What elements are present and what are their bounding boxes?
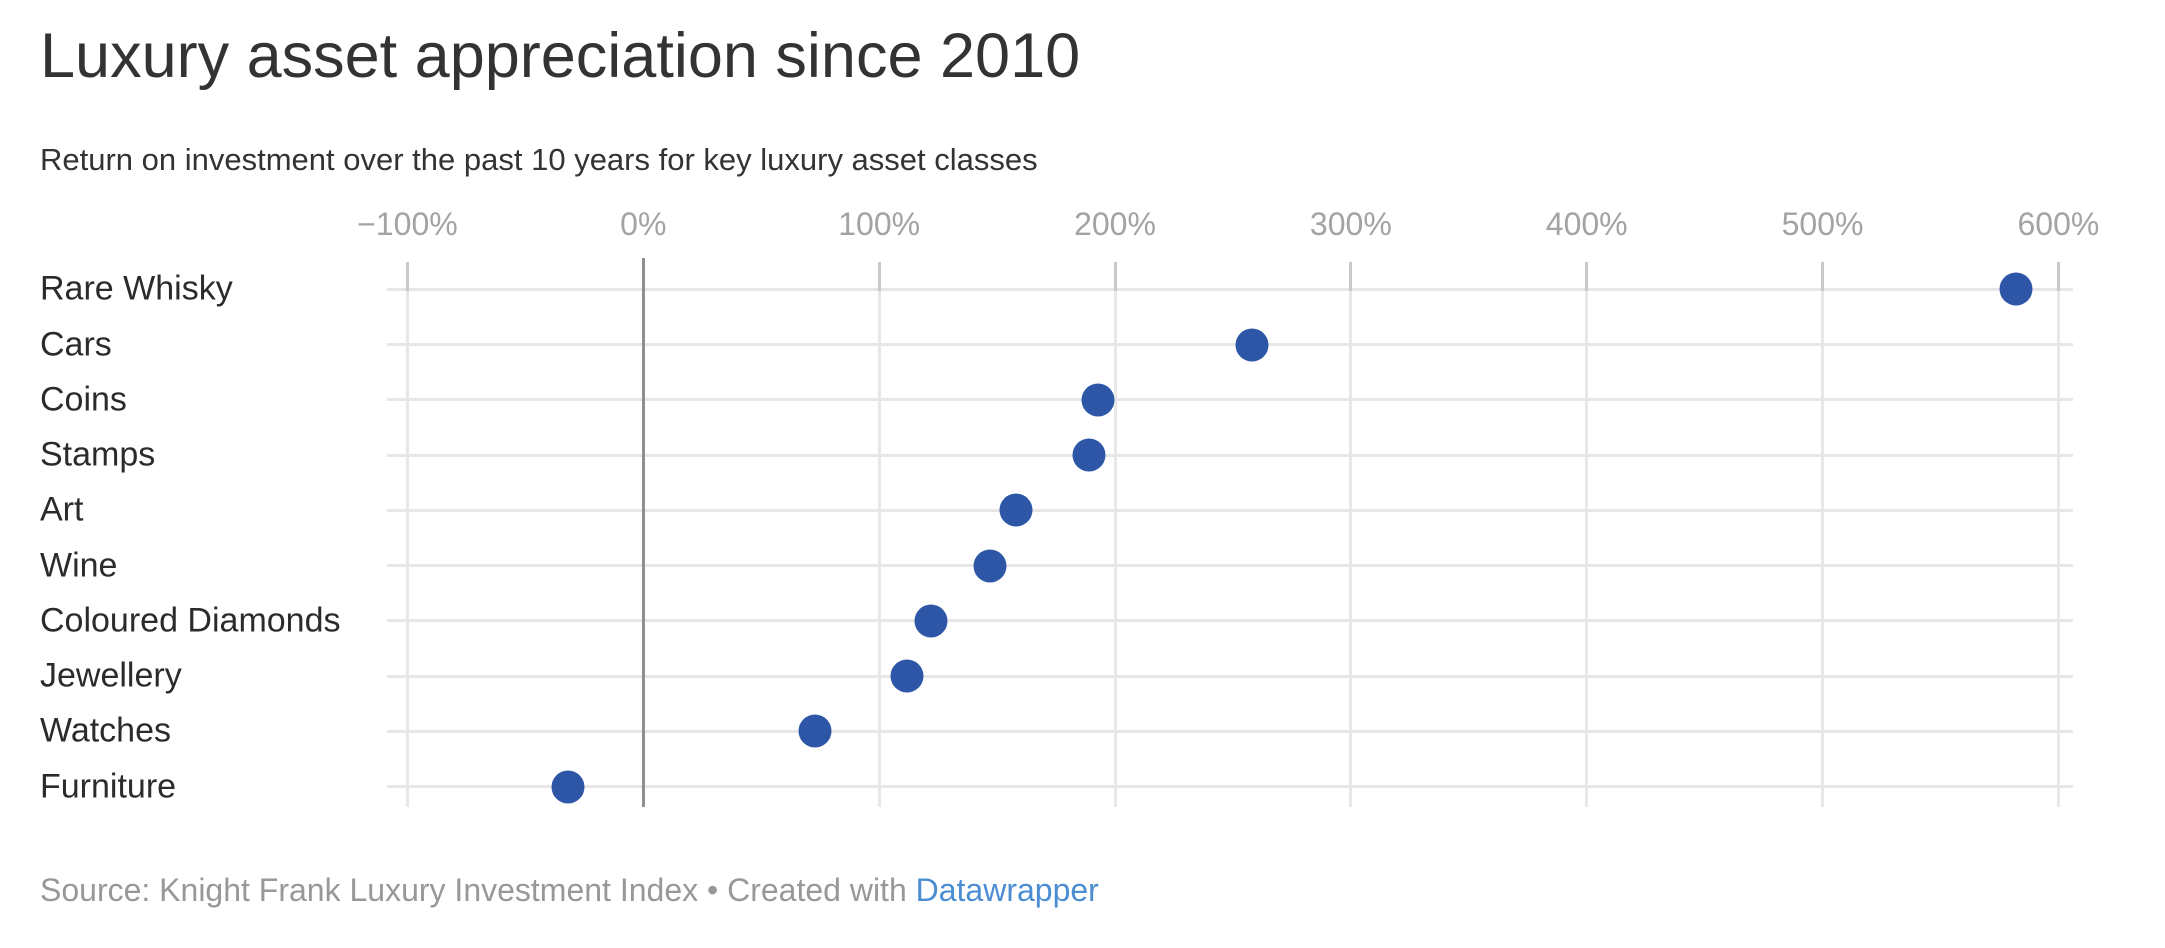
axis-tick-mark [877,262,881,291]
gridline-horizontal [387,619,2073,623]
axis-tick-mark [1349,262,1353,291]
gridline-horizontal [387,564,2073,568]
axis-tick-mark [1821,262,1825,291]
category-label: Jewellery [40,656,182,695]
datawrapper-link[interactable]: Datawrapper [915,872,1099,908]
category-label: Stamps [40,435,156,474]
gridline-vertical [877,262,881,807]
category-label: Furniture [40,767,177,806]
x-axis-tick-label: −100% [357,206,458,242]
data-point-dot[interactable] [890,659,924,693]
x-axis-tick-label: 200% [1074,206,1156,242]
gridline-vertical [405,262,409,807]
category-label: Coins [40,380,127,419]
data-point-dot[interactable] [1235,328,1269,362]
source-text: Source: Knight Frank Luxury Investment I… [40,872,699,908]
x-axis-tick-label: 400% [1545,206,1628,242]
zero-baseline [641,258,645,807]
data-point-dot[interactable] [973,549,1007,583]
gridline-vertical [1349,262,1353,807]
category-label: Art [40,490,84,529]
gridline-vertical [1113,262,1117,807]
x-axis-tick-label: 300% [1309,206,1392,242]
category-label: Watches [40,711,172,750]
gridline-horizontal [387,785,2073,789]
category-label: Wine [40,546,118,585]
data-point-dot[interactable] [914,604,948,638]
data-point-dot[interactable] [551,770,585,804]
data-point-dot[interactable] [1072,438,1106,472]
data-point-dot[interactable] [1081,383,1115,417]
footer-separator: • [707,872,719,908]
x-axis-tick-label: 100% [838,206,921,242]
gridline-vertical [1585,262,1589,807]
data-point-dot[interactable] [798,714,832,748]
gridline-horizontal [387,729,2073,733]
category-label: Rare Whisky [40,269,233,308]
data-point-dot[interactable] [999,493,1033,527]
data-point-dot[interactable] [1999,272,2033,306]
axis-tick-mark [405,262,409,291]
gridline-horizontal [387,453,2073,457]
gridline-horizontal [387,674,2073,678]
chart-title: Luxury asset appreciation since 2010 [40,21,1081,91]
x-axis-tick-label: 500% [1781,206,1864,242]
category-label: Cars [40,325,112,364]
gridline-vertical [2056,262,2060,807]
gridline-horizontal [387,287,2073,291]
axis-tick-mark [1113,262,1117,291]
x-axis-tick-label: 600% [2017,206,2100,242]
gridline-horizontal [387,398,2073,402]
x-axis-tick-label: 0% [620,206,667,242]
chart-footer: Source: Knight Frank Luxury Investment I… [40,872,1099,909]
axis-tick-mark [2056,262,2060,291]
chart-subtitle: Return on investment over the past 10 ye… [40,142,1038,177]
gridline-horizontal [387,343,2073,347]
category-label: Coloured Diamonds [40,601,341,640]
gridline-horizontal [387,508,2073,512]
created-with-text: Created with [727,872,907,908]
gridline-vertical [1821,262,1825,807]
axis-tick-mark [1585,262,1589,291]
